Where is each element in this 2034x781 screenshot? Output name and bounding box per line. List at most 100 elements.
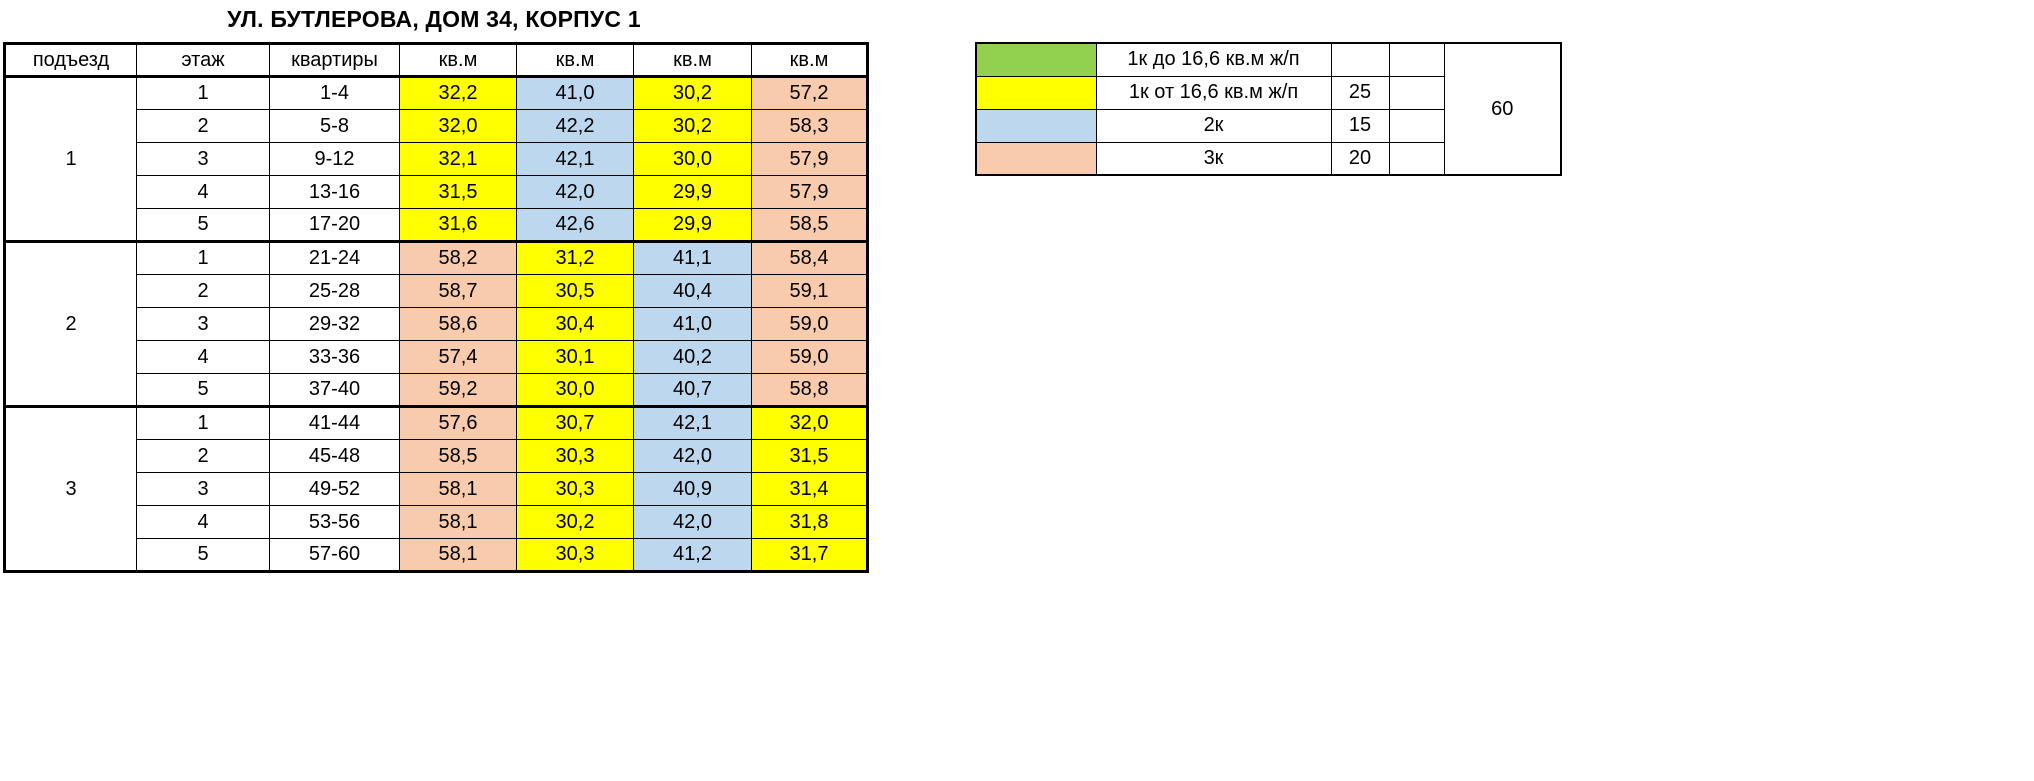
floor-row: 4 13-16 31,5 42,0 29,9 57,9 xyxy=(5,175,868,209)
floor-row: 3 9-12 32,1 42,1 30,0 57,9 xyxy=(5,142,868,176)
area-value-cell: 57,2 xyxy=(751,75,868,110)
area-value-cell: 59,2 xyxy=(399,373,517,407)
floor-cell: 3 xyxy=(136,142,270,176)
legend-empty-cell xyxy=(1388,75,1445,110)
legend-table: 1к до 16,6 кв.м ж/п 60 1к от 16,6 кв.м ж/п… xyxy=(975,42,1562,176)
area-value-cell: 42,2 xyxy=(516,109,634,143)
apartments-range-cell: 37-40 xyxy=(269,373,400,407)
area-value-cell: 31,5 xyxy=(751,439,868,473)
floor-row: 5 57-60 58,1 30,3 41,2 31,7 xyxy=(5,538,868,572)
area-value-cell: 58,1 xyxy=(399,472,517,506)
floor-cell: 4 xyxy=(136,175,270,209)
area-value-cell: 42,0 xyxy=(516,175,634,209)
floor-cell: 4 xyxy=(136,505,270,539)
area-value-cell: 58,6 xyxy=(399,307,517,341)
col-header-sqm-3: кв.м xyxy=(633,43,752,78)
area-value-cell: 30,7 xyxy=(516,405,634,440)
area-value-cell: 31,8 xyxy=(751,505,868,539)
apartments-range-cell: 29-32 xyxy=(269,307,400,341)
entrance-cell: 1 xyxy=(4,75,137,242)
floor-cell: 1 xyxy=(136,240,270,275)
col-header-entrance: подъезд xyxy=(4,43,137,78)
area-value-cell: 40,4 xyxy=(633,274,752,308)
area-value-cell: 40,7 xyxy=(633,373,752,407)
area-value-cell: 30,4 xyxy=(516,307,634,341)
area-value-cell: 57,4 xyxy=(399,340,517,374)
area-value-cell: 30,0 xyxy=(516,373,634,407)
apartments-range-cell: 13-16 xyxy=(269,175,400,209)
area-value-cell: 30,0 xyxy=(633,142,752,176)
legend-label: 1к до 16,6 кв.м ж/п xyxy=(1095,42,1332,77)
area-value-cell: 32,0 xyxy=(751,405,868,440)
apartments-range-cell: 53-56 xyxy=(269,505,400,539)
page-title: УЛ. БУТЛЕРОВА, ДОМ 34, КОРПУС 1 xyxy=(227,6,641,32)
area-value-cell: 31,7 xyxy=(751,538,868,572)
apartments-range-cell: 33-36 xyxy=(269,340,400,374)
area-value-cell: 40,9 xyxy=(633,472,752,506)
legend-count xyxy=(1330,42,1390,77)
apartments-range-cell: 45-48 xyxy=(269,439,400,473)
floor-row: 2 45-48 58,5 30,3 42,0 31,5 xyxy=(5,439,868,473)
legend-empty-cell xyxy=(1388,141,1445,176)
legend-label: 3к xyxy=(1095,141,1332,176)
area-value-cell: 57,9 xyxy=(751,142,868,176)
area-value-cell: 58,7 xyxy=(399,274,517,308)
floor-cell: 2 xyxy=(136,439,270,473)
apartments-range-cell: 21-24 xyxy=(269,240,400,275)
area-value-cell: 59,0 xyxy=(751,307,868,341)
floor-cell: 5 xyxy=(136,538,270,572)
legend-row: 3к 20 xyxy=(975,141,1561,176)
area-value-cell: 31,6 xyxy=(399,208,517,242)
floor-cell: 5 xyxy=(136,208,270,242)
area-value-cell: 32,1 xyxy=(399,142,517,176)
area-value-cell: 59,1 xyxy=(751,274,868,308)
floor-row: 2 1 21-24 58,2 31,2 41,1 58,4 xyxy=(4,240,868,407)
legend-label: 1к от 16,6 кв.м ж/п xyxy=(1095,75,1332,110)
apartments-range-cell: 1-4 xyxy=(269,75,400,110)
area-value-cell: 41,2 xyxy=(633,538,752,572)
floor-cell: 5 xyxy=(136,373,270,407)
entrance-cell: 3 xyxy=(4,405,137,572)
area-value-cell: 42,1 xyxy=(516,142,634,176)
legend-count: 25 xyxy=(1330,75,1390,110)
area-value-cell: 30,2 xyxy=(516,505,634,539)
blue-color-swatch xyxy=(975,108,1097,143)
floor-row: 5 37-40 59,2 30,0 40,7 58,8 xyxy=(5,373,868,407)
area-value-cell: 29,9 xyxy=(633,175,752,209)
area-value-cell: 58,8 xyxy=(751,373,868,407)
area-value-cell: 58,5 xyxy=(751,208,868,242)
area-value-cell: 30,3 xyxy=(516,439,634,473)
area-value-cell: 42,1 xyxy=(633,405,752,440)
area-value-cell: 42,6 xyxy=(516,208,634,242)
floor-cell: 4 xyxy=(136,340,270,374)
legend-row: 1к от 16,6 кв.м ж/п 25 xyxy=(975,75,1561,110)
legend-total: 60 xyxy=(1443,42,1562,176)
floor-cell: 3 xyxy=(136,472,270,506)
floor-row: 3 49-52 58,1 30,3 40,9 31,4 xyxy=(5,472,868,506)
legend-label: 2к xyxy=(1095,108,1332,143)
apartments-range-cell: 17-20 xyxy=(269,208,400,242)
yellow-color-swatch xyxy=(975,75,1097,110)
apartments-range-cell: 57-60 xyxy=(269,538,400,572)
floor-row: 2 25-28 58,7 30,5 40,4 59,1 xyxy=(5,274,868,308)
area-value-cell: 29,9 xyxy=(633,208,752,242)
legend-empty-cell xyxy=(1388,108,1445,143)
area-value-cell: 41,0 xyxy=(516,75,634,110)
floor-cell: 3 xyxy=(136,307,270,341)
floor-row: 4 53-56 58,1 30,2 42,0 31,8 xyxy=(5,505,868,539)
area-value-cell: 58,5 xyxy=(399,439,517,473)
apartments-range-cell: 41-44 xyxy=(269,405,400,440)
area-value-cell: 30,3 xyxy=(516,538,634,572)
legend-row: 1к до 16,6 кв.м ж/п 60 xyxy=(975,42,1562,176)
area-value-cell: 32,2 xyxy=(399,75,517,110)
legend-row: 2к 15 xyxy=(975,108,1561,143)
area-value-cell: 41,1 xyxy=(633,240,752,275)
area-value-cell: 31,5 xyxy=(399,175,517,209)
area-value-cell: 31,4 xyxy=(751,472,868,506)
floor-row: 1 1 1-4 32,2 41,0 30,2 57,2 xyxy=(4,75,868,242)
entrance-cell: 2 xyxy=(4,240,137,407)
area-value-cell: 58,3 xyxy=(751,109,868,143)
floor-row: 3 1 41-44 57,6 30,7 42,1 32,0 xyxy=(4,405,868,572)
apartments-range-cell: 9-12 xyxy=(269,142,400,176)
